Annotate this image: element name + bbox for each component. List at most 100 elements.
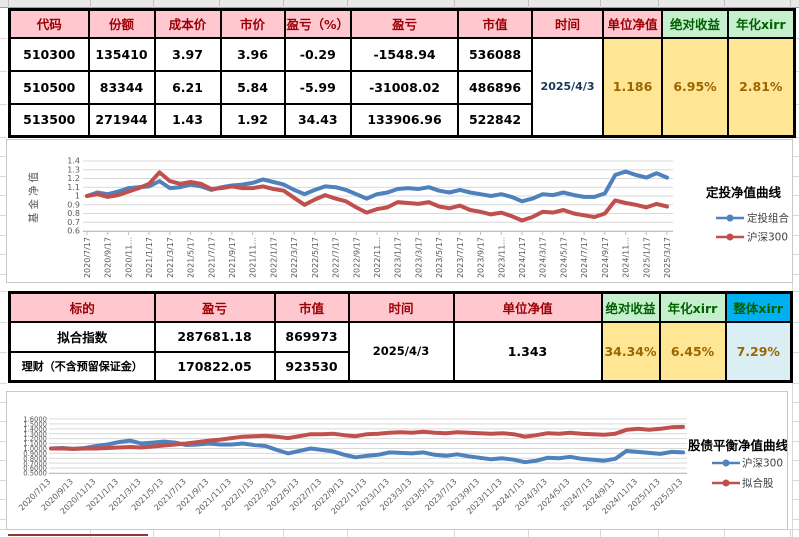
cell-shares[interactable]: 83344: [87, 69, 156, 105]
cell-pl[interactable]: 133906.96: [350, 102, 460, 138]
column-header-shares[interactable]: 份额: [87, 8, 156, 39]
gridline: [793, 195, 799, 196]
cell-price[interactable]: 5.84: [219, 69, 286, 105]
cell-cost[interactable]: 3.97: [153, 36, 222, 72]
legend-marker-dot: [722, 459, 730, 467]
column-header-overall-xirr[interactable]: 整体xirr: [724, 291, 793, 323]
column-header-code[interactable]: 代码: [8, 8, 90, 39]
column-header-mktval[interactable]: 市值: [457, 8, 534, 39]
cell-shares[interactable]: 135410: [87, 36, 156, 72]
legend-marker-dot: [722, 479, 730, 487]
cell-time[interactable]: 2025/4/3: [531, 36, 605, 138]
cell-pl[interactable]: 287681.18: [153, 320, 276, 353]
column-separator: [724, 0, 725, 8]
y-tick-label: 1.2: [67, 174, 80, 183]
gridline: [454, 529, 455, 537]
column-letter-strip: [0, 0, 799, 8]
cell-pl-pct[interactable]: -0.29: [283, 36, 353, 72]
cell-shares[interactable]: 271944: [87, 102, 156, 138]
cell-annual-xirr[interactable]: 2.81%: [727, 36, 796, 138]
column-header-pl[interactable]: 盈亏: [153, 291, 276, 323]
x-tick-label: 2022/5/17: [311, 237, 320, 278]
x-tick-label: 2021/9/17: [228, 237, 237, 278]
column-separator: [8, 0, 9, 8]
y-tick-label: 0.7: [67, 218, 80, 227]
gridline: [0, 215, 7, 216]
gridline: [0, 137, 7, 138]
cell-pl[interactable]: 170822.05: [153, 350, 276, 383]
cell-mktval[interactable]: 536088: [457, 36, 534, 72]
table-row: 理财（不含预留保证金） 170822.05 923530: [8, 350, 792, 383]
line-chart-canvas: 1.60001.50001.40001.30001.20001.10001.00…: [17, 416, 788, 516]
gridline: [793, 235, 799, 236]
cell-target[interactable]: 拟合指数: [8, 320, 156, 353]
column-header-time[interactable]: 时间: [531, 8, 605, 39]
cell-mktval[interactable]: 869973: [273, 320, 350, 353]
column-header-pl-pct[interactable]: 盈亏（%）: [283, 8, 353, 39]
column-header-mktval[interactable]: 市值: [273, 291, 350, 323]
x-tick-label: 2024/9/17: [601, 237, 610, 278]
column-header-pl[interactable]: 盈亏: [350, 8, 460, 39]
cell-pl[interactable]: -31008.02: [350, 69, 460, 105]
gridline: [0, 499, 7, 500]
gridline: [0, 291, 7, 292]
cell-annual-xirr[interactable]: 6.45%: [658, 320, 727, 383]
column-header-unit-nav[interactable]: 单位净值: [602, 8, 664, 39]
gridline: [0, 383, 7, 384]
gridline: [0, 352, 7, 353]
y-tick-label: 1.4000: [23, 425, 47, 433]
x-tick-label: 2021/7/17: [207, 237, 216, 278]
cell-target[interactable]: 理财（不含预留保证金）: [8, 350, 156, 383]
cell-time[interactable]: 2025/4/3: [347, 320, 455, 383]
cell-cost[interactable]: 1.43: [153, 102, 222, 138]
series-line: [49, 424, 685, 451]
column-header-cost[interactable]: 成本价: [153, 8, 222, 39]
cell-pl-pct[interactable]: -5.99: [283, 69, 353, 105]
gridline: [790, 529, 791, 537]
cell-mktval[interactable]: 522842: [457, 102, 534, 138]
gridline: [0, 480, 7, 481]
cell-code[interactable]: 513500: [8, 102, 90, 138]
stock-bond-nav-chart[interactable]: 1.6000 1.5000 1.4000 1.3000 1.2000 1.1000 1.00…: [6, 391, 789, 530]
column-header-abs-return[interactable]: 绝对收益: [600, 291, 661, 323]
gridline: [793, 480, 799, 481]
column-header-unit-nav[interactable]: 单位净值: [452, 291, 603, 323]
y-tick-label: 1.1: [67, 183, 80, 192]
y-tick-label: 0.8000: [23, 455, 47, 463]
gridline: [600, 529, 601, 537]
red-border-segment: [8, 534, 148, 536]
cell-mktval[interactable]: 486896: [457, 69, 534, 105]
cell-price[interactable]: 1.92: [219, 102, 286, 138]
x-tick-label: 2023/11...: [497, 237, 506, 278]
column-separator: [528, 0, 529, 8]
column-separator: [454, 0, 455, 8]
cell-unit-nav[interactable]: 1.343: [452, 320, 603, 383]
column-header-target[interactable]: 标的: [8, 291, 156, 323]
gridline: [793, 104, 799, 105]
cell-code[interactable]: 510300: [8, 36, 90, 72]
cell-abs-return[interactable]: 6.95%: [661, 36, 730, 138]
y-tick-label: 1.1000: [23, 440, 47, 448]
gridline: [0, 235, 7, 236]
gridline: [793, 519, 799, 520]
column-header-time[interactable]: 时间: [347, 291, 455, 323]
x-tick-label: 2022/7/17: [332, 237, 341, 278]
cell-pl[interactable]: -1548.94: [350, 36, 460, 72]
x-tick-label: 2021/1/17: [145, 237, 154, 278]
cell-abs-return[interactable]: 34.34%: [600, 320, 661, 383]
cell-code[interactable]: 510500: [8, 69, 90, 105]
cell-unit-nav[interactable]: 1.186: [602, 36, 664, 138]
cell-mktval[interactable]: 923530: [273, 350, 350, 383]
dca-nav-chart[interactable]: 1.4 1.3 1.2 1.1 1 0.9 0.8 0.7 0.6 2020/7/17 2020/9…: [6, 139, 793, 283]
column-header-price[interactable]: 市价: [219, 8, 286, 39]
cell-cost[interactable]: 6.21: [153, 69, 222, 105]
cell-pl-pct[interactable]: 34.43: [283, 102, 353, 138]
column-header-xirr[interactable]: 年化xirr: [658, 291, 727, 323]
y-tick-label: 1.5000: [23, 421, 47, 429]
gridline: [0, 104, 7, 105]
column-header-abs-return[interactable]: 绝对收益: [661, 8, 730, 39]
cell-price[interactable]: 3.96: [219, 36, 286, 72]
cell-overall-xirr[interactable]: 7.29%: [724, 320, 793, 383]
column-header-xirr[interactable]: 年化xirr: [727, 8, 796, 39]
